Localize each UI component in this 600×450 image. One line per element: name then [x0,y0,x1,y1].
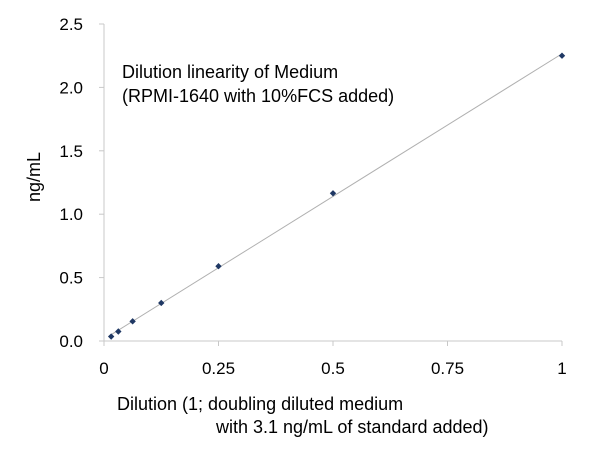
linear-trendline [110,53,563,336]
y-tick-label: 0.5 [59,269,83,288]
y-tick-label: 2.5 [59,15,83,34]
data-point [215,262,222,270]
y-tick-label: 2.0 [59,78,83,97]
x-axis-title-line-2: with 3.1 ng/mL of standard added) [215,417,489,437]
data-point [129,318,136,325]
data-point [107,333,115,340]
y-tick-label: 0.0 [59,332,83,351]
trendline-group [110,53,563,336]
x-axis-title-line-1: Dilution (1; doubling diluted medium [117,394,403,414]
chart-annotation-line-1: Dilution linearity of Medium [122,62,338,82]
data-point [158,299,165,307]
x-tick-label: 0.25 [202,359,235,378]
x-tick-label: 0.5 [321,359,345,378]
data-points [107,52,566,340]
x-tick-label: 1 [557,359,566,378]
x-tick-label: 0.75 [431,359,464,378]
y-tick-label: 1.0 [59,205,83,224]
data-point [115,328,122,335]
y-axis-tick-labels: 0.0 0.5 1.0 1.5 2.0 2.5 [59,15,104,351]
y-tick-label: 1.5 [59,142,83,161]
data-point [558,52,566,59]
x-tick-label: 0 [99,359,108,378]
data-point [329,190,337,197]
x-axis-tick-labels: 0 0.25 0.5 0.75 1 [99,341,567,378]
chart-annotation-line-2: (RPMI-1640 with 10%FCS added) [122,86,394,106]
y-axis-title: ng/mL [24,152,44,202]
